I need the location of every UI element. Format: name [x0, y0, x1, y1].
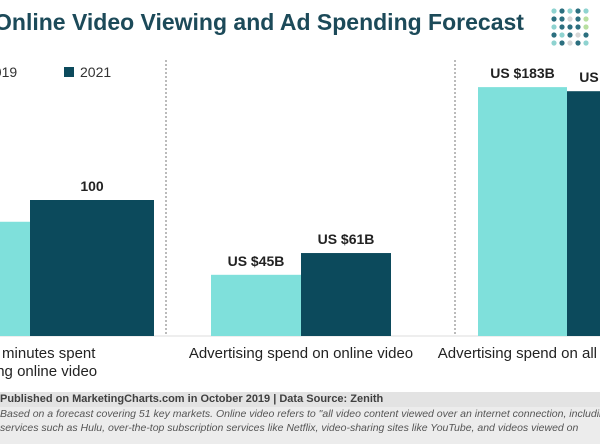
footer-note-line-1: Based on a forecast covering 51 key mark…: [0, 408, 600, 420]
logo-dot: [551, 16, 557, 22]
logo-dot: [575, 24, 581, 30]
logo-dot: [567, 32, 573, 38]
data-label-2021-group-2: US $61B: [318, 231, 375, 247]
logo-dot: [575, 8, 581, 14]
source-line: Published on MarketingCharts.com in Octo…: [0, 392, 600, 407]
category-label-1-line-1: Daily minutes spent: [0, 345, 96, 362]
bar-2019-group-2: [211, 274, 301, 336]
legend-label-2021: 2021: [80, 64, 112, 80]
logo-dot: [567, 40, 573, 46]
footer: Published on MarketingCharts.com in Octo…: [0, 392, 600, 444]
logo-dot: [559, 8, 565, 14]
logo-dot: [559, 32, 565, 38]
logo-dot: [567, 8, 573, 14]
logo-dot: [575, 32, 581, 38]
logo-dot: [551, 8, 557, 14]
logo-dot: [551, 32, 557, 38]
logo-dot: [551, 40, 557, 46]
chart-title: Online Video Viewing and Ad Spending For…: [0, 9, 524, 35]
logo-dot: [575, 16, 581, 22]
legend-swatch-2021: [64, 67, 74, 77]
logo-dot: [551, 24, 557, 30]
data-label-2021-group-1: 100: [80, 178, 104, 194]
bar-2019-group-1: [0, 221, 30, 336]
logo-dot: [583, 24, 589, 30]
chart-plot: 84100Daily minutes spentviewing online v…: [0, 60, 600, 380]
data-label-2021-group-3: US $180B: [579, 69, 600, 85]
logo-dot: [583, 32, 589, 38]
bar-2019-group-3: [478, 87, 567, 337]
logo-dot: [583, 40, 589, 46]
footer-notes: Based on a forecast covering 51 key mark…: [0, 407, 600, 444]
logo-dot: [559, 16, 565, 22]
logo-dot: [567, 16, 573, 22]
footer-note-line-2: services such as Hulu, over-the-top subs…: [0, 422, 579, 434]
logo-dot: [559, 24, 565, 30]
logo-dot: [575, 40, 581, 46]
logo-dot: [583, 8, 589, 14]
logo-dot: [583, 16, 589, 22]
category-label-2-line-1: Advertising spend on online video: [189, 345, 413, 362]
bar-2021-group-1: [30, 200, 154, 336]
bar-2021-group-3: [567, 91, 600, 336]
logo-dot: [559, 40, 565, 46]
marketingcharts-logo-icon: [548, 5, 596, 54]
data-label-2019-group-2: US $45B: [228, 253, 285, 269]
legend-label-2019: 2019: [0, 64, 18, 80]
data-label-2019-group-3: US $183B: [490, 65, 555, 81]
bar-2021-group-2: [301, 253, 391, 336]
category-label-1-line-2: viewing online video: [0, 363, 97, 380]
category-label-3-line-1: Advertising spend on all internet media: [438, 345, 600, 362]
logo-dot: [567, 24, 573, 30]
